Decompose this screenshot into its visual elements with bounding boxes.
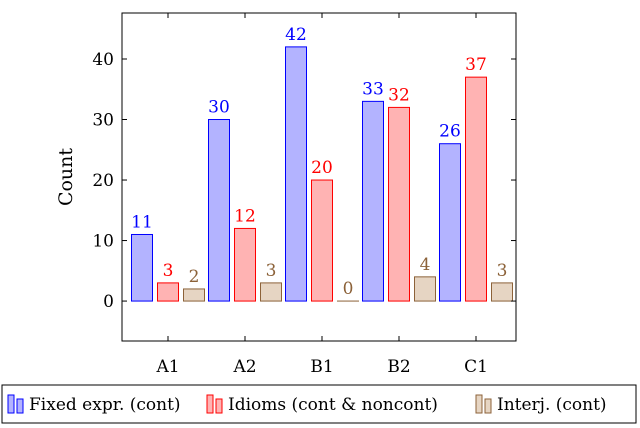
bar-interj-cont-b2 xyxy=(414,276,436,302)
bars-layer xyxy=(131,46,513,302)
data-label-idioms-cont-noncont-c1: 37 xyxy=(465,55,487,75)
bar-interj-cont-a2 xyxy=(260,282,282,302)
legend-label-idioms-cont-noncont: Idioms (cont & noncont) xyxy=(228,395,438,415)
y-tick-label: 20 xyxy=(92,171,114,191)
legend-swatch-interj-cont xyxy=(475,394,483,414)
data-label-idioms-cont-noncont-b2: 32 xyxy=(388,85,410,105)
data-label-interj-cont-c1: 3 xyxy=(497,261,508,281)
data-label-fixed-expr-cont-a1: 11 xyxy=(131,212,153,232)
legend-box xyxy=(1,384,637,424)
data-label-fixed-expr-cont-b2: 33 xyxy=(362,79,384,99)
data-label-idioms-cont-noncont-a2: 12 xyxy=(234,206,256,226)
x-tick-label-a1: A1 xyxy=(155,357,179,377)
data-label-idioms-cont-noncont-b1: 20 xyxy=(311,158,333,178)
y-tick-label: 40 xyxy=(92,50,114,70)
bar-fixed-expr-cont-c1 xyxy=(439,143,461,302)
data-label-fixed-expr-cont-a2: 30 xyxy=(208,98,230,118)
bar-idioms-cont-noncont-a2 xyxy=(234,227,256,302)
legend-swatch-fixed-expr-cont xyxy=(7,394,15,414)
bar-idioms-cont-noncont-b1 xyxy=(311,179,333,302)
legend-swatch-idioms-cont-noncont-small xyxy=(215,398,223,414)
data-label-interj-cont-b2: 4 xyxy=(420,255,431,275)
x-tick-label-a2: A2 xyxy=(232,357,256,377)
bar-interj-cont-c1 xyxy=(491,282,513,302)
x-tick-label-b1: B1 xyxy=(310,357,333,377)
data-label-idioms-cont-noncont-a1: 3 xyxy=(163,261,174,281)
data-label-interj-cont-b1: 0 xyxy=(343,279,354,299)
bar-idioms-cont-noncont-c1 xyxy=(465,76,487,302)
bar-interj-cont-a1 xyxy=(183,288,205,302)
data-label-interj-cont-a2: 3 xyxy=(266,261,277,281)
data-label-fixed-expr-cont-b1: 42 xyxy=(285,25,307,45)
y-tick-label: 10 xyxy=(92,232,114,252)
legend-label-interj-cont: Interj. (cont) xyxy=(497,395,607,415)
bar-idioms-cont-noncont-a1 xyxy=(157,282,179,302)
x-tick-label-b2: B2 xyxy=(387,357,410,377)
bar-fixed-expr-cont-b2 xyxy=(362,100,384,302)
y-tick-label: 0 xyxy=(103,292,114,312)
data-label-fixed-expr-cont-c1: 26 xyxy=(439,122,461,142)
legend-label-fixed-expr-cont: Fixed expr. (cont) xyxy=(29,395,181,415)
x-tick-label-c1: C1 xyxy=(464,357,488,377)
legend-swatch-interj-cont-small xyxy=(484,398,492,414)
legend-swatch-fixed-expr-cont-small xyxy=(16,398,24,414)
legend: Fixed expr. (cont) Idioms (cont & noncont… xyxy=(1,384,637,424)
y-tick-label: 30 xyxy=(92,111,114,131)
legend-swatch-idioms-cont-noncont xyxy=(206,394,214,414)
bar-fixed-expr-cont-a1 xyxy=(131,233,153,302)
plot-frame xyxy=(121,12,517,342)
bar-idioms-cont-noncont-b2 xyxy=(388,106,410,302)
y-axis-title: Count xyxy=(55,148,77,206)
bar-fixed-expr-cont-b1 xyxy=(285,46,307,302)
bar-fixed-expr-cont-a2 xyxy=(208,119,230,302)
data-label-interj-cont-a1: 2 xyxy=(189,267,200,287)
